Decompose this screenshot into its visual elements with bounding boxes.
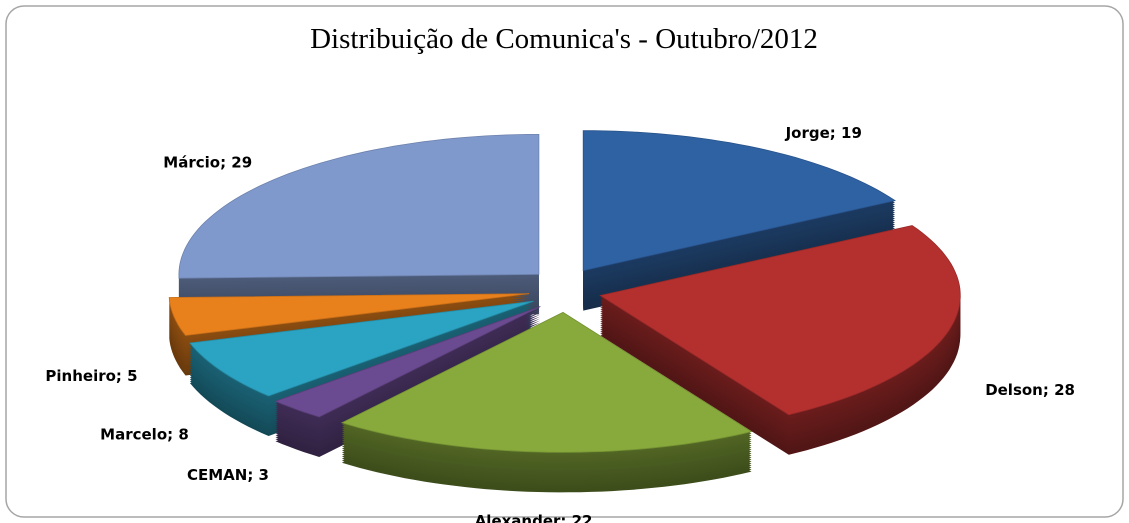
data-label: Delson; 28 bbox=[985, 381, 1075, 399]
slice bbox=[340, 311, 753, 453]
slice bbox=[168, 293, 530, 336]
slice bbox=[178, 134, 540, 279]
data-label: Marcelo; 8 bbox=[100, 425, 189, 443]
slice bbox=[599, 225, 961, 416]
slice bbox=[582, 130, 897, 272]
data-label: CEMAN; 3 bbox=[187, 466, 269, 484]
chart-title: Distribuição de Comunica's - Outubro/201… bbox=[310, 23, 818, 55]
data-label: Pinheiro; 5 bbox=[45, 367, 137, 385]
data-label: Jorge; 19 bbox=[785, 124, 862, 142]
slice bbox=[189, 300, 534, 397]
slice bbox=[274, 306, 541, 418]
data-label: Márcio; 29 bbox=[163, 153, 252, 171]
data-label: Alexander; 22 bbox=[475, 512, 593, 523]
